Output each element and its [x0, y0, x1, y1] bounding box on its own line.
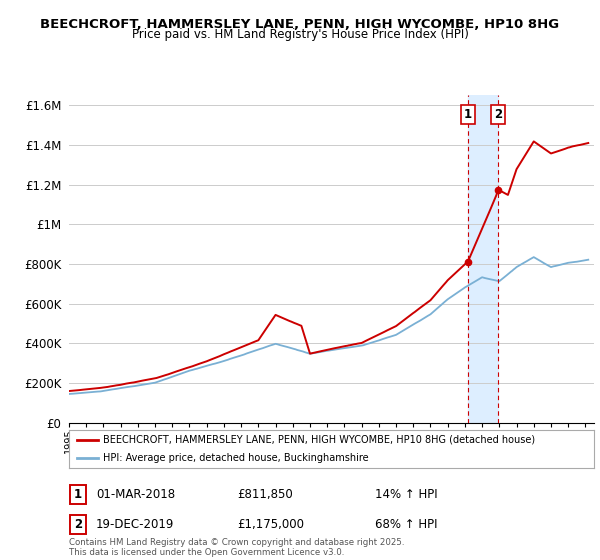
Text: £1,175,000: £1,175,000: [237, 518, 304, 531]
Text: Contains HM Land Registry data © Crown copyright and database right 2025.
This d: Contains HM Land Registry data © Crown c…: [69, 538, 404, 557]
Bar: [70, 515, 86, 534]
Text: 68% ↑ HPI: 68% ↑ HPI: [375, 518, 437, 531]
Text: £811,850: £811,850: [237, 488, 293, 501]
Bar: [70, 485, 86, 504]
Text: Price paid vs. HM Land Registry's House Price Index (HPI): Price paid vs. HM Land Registry's House …: [131, 28, 469, 41]
Text: BEECHCROFT, HAMMERSLEY LANE, PENN, HIGH WYCOMBE, HP10 8HG: BEECHCROFT, HAMMERSLEY LANE, PENN, HIGH …: [40, 18, 560, 31]
Text: 19-DEC-2019: 19-DEC-2019: [96, 518, 175, 531]
Text: HPI: Average price, detached house, Buckinghamshire: HPI: Average price, detached house, Buck…: [103, 453, 369, 463]
Text: 14% ↑ HPI: 14% ↑ HPI: [375, 488, 437, 501]
Text: 01-MAR-2018: 01-MAR-2018: [96, 488, 175, 501]
Text: 1: 1: [464, 108, 472, 122]
Text: 1: 1: [74, 488, 82, 501]
Text: 2: 2: [74, 518, 82, 531]
Bar: [468, 95, 498, 423]
Text: 2: 2: [494, 108, 502, 122]
Text: BEECHCROFT, HAMMERSLEY LANE, PENN, HIGH WYCOMBE, HP10 8HG (detached house): BEECHCROFT, HAMMERSLEY LANE, PENN, HIGH …: [103, 435, 535, 445]
